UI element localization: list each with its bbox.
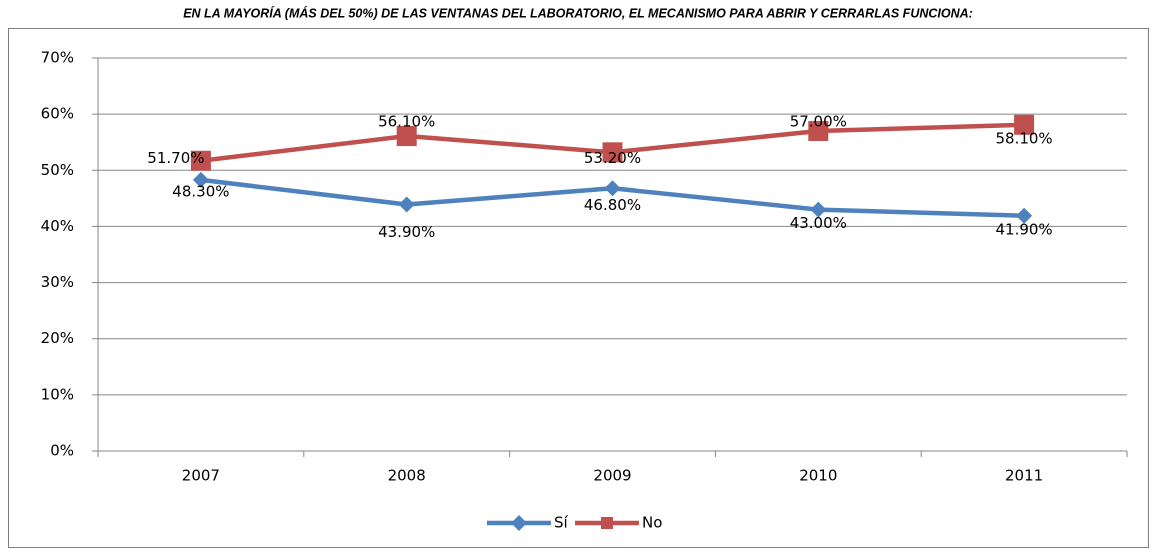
data-label: 48.30% xyxy=(172,182,229,200)
legend-marker xyxy=(601,517,613,529)
y-tick-label: 70% xyxy=(41,49,74,67)
chart-title: EN LA MAYORÍA (MÁS DEL 50%) DE LAS VENTA… xyxy=(183,5,973,20)
y-tick-label: 30% xyxy=(41,273,74,291)
y-tick-label: 0% xyxy=(50,442,74,460)
chart-border xyxy=(8,28,1149,548)
x-tick-label: 2007 xyxy=(182,467,220,485)
legend-marker xyxy=(511,515,527,531)
y-tick-label: 20% xyxy=(41,329,74,347)
marker xyxy=(192,171,209,188)
marker xyxy=(602,142,623,163)
y-tick-label: 40% xyxy=(41,217,74,235)
marker xyxy=(1014,114,1035,135)
data-label: 53.20% xyxy=(584,149,641,167)
data-label: 57.00% xyxy=(790,112,847,130)
legend-label: No xyxy=(642,514,662,532)
marker xyxy=(808,120,829,141)
x-tick-label: 2008 xyxy=(388,467,426,485)
data-label: 43.00% xyxy=(790,214,847,232)
data-label: 41.90% xyxy=(995,220,1052,238)
x-tick-label: 2009 xyxy=(593,467,631,485)
marker xyxy=(810,201,827,218)
y-tick-label: 60% xyxy=(41,105,74,123)
data-label: 51.70% xyxy=(147,149,204,167)
marker xyxy=(604,180,621,197)
data-label: 46.80% xyxy=(584,196,641,214)
y-tick-label: 10% xyxy=(41,385,74,403)
marker xyxy=(396,126,417,147)
x-tick-label: 2010 xyxy=(799,467,837,485)
data-label: 43.90% xyxy=(378,223,435,241)
marker xyxy=(1016,207,1033,224)
data-label: 58.10% xyxy=(995,129,1052,147)
marker xyxy=(190,150,211,171)
data-label: 56.10% xyxy=(378,113,435,131)
legend-label: Sí xyxy=(554,514,569,532)
y-tick-label: 50% xyxy=(41,161,74,179)
x-tick-label: 2011 xyxy=(1005,467,1043,485)
marker xyxy=(398,196,415,213)
